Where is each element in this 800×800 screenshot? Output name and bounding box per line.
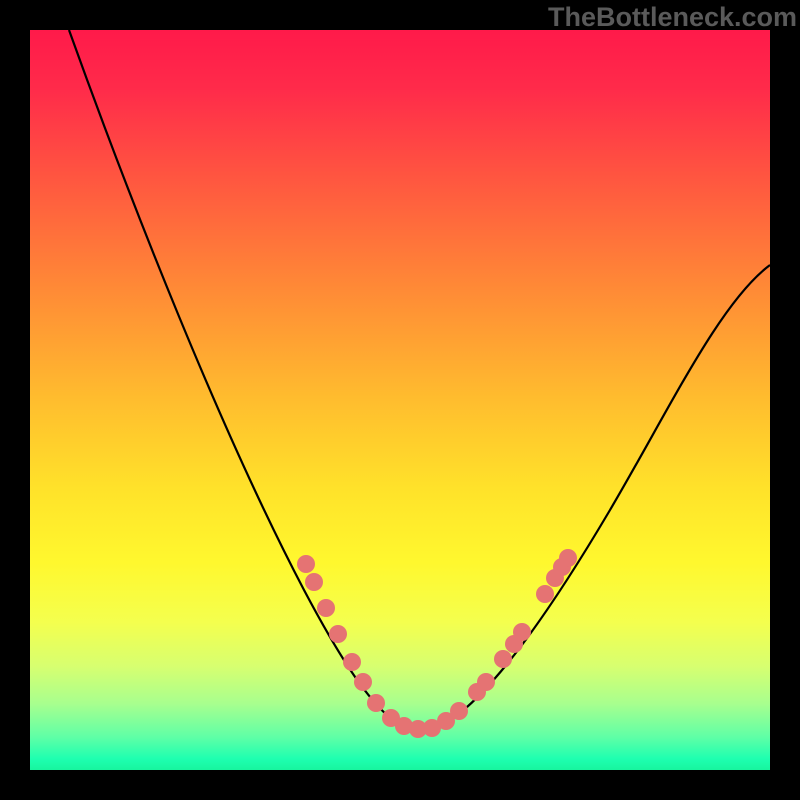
marker-dot [317,599,335,617]
marker-dot [329,625,347,643]
marker-dot [513,623,531,641]
marker-dot [305,573,323,591]
marker-dot [343,653,361,671]
marker-dot [367,694,385,712]
chart-container: TheBottleneck.com [0,0,800,800]
marker-dot [477,673,495,691]
marker-dot [494,650,512,668]
watermark-text: TheBottleneck.com [548,2,797,33]
curve-right [420,265,770,731]
marker-dot [536,585,554,603]
curve-left [69,30,420,731]
curve-layer [0,0,800,800]
marker-dot [297,555,315,573]
marker-dot [450,702,468,720]
marker-dot [559,549,577,567]
marker-dot [354,673,372,691]
